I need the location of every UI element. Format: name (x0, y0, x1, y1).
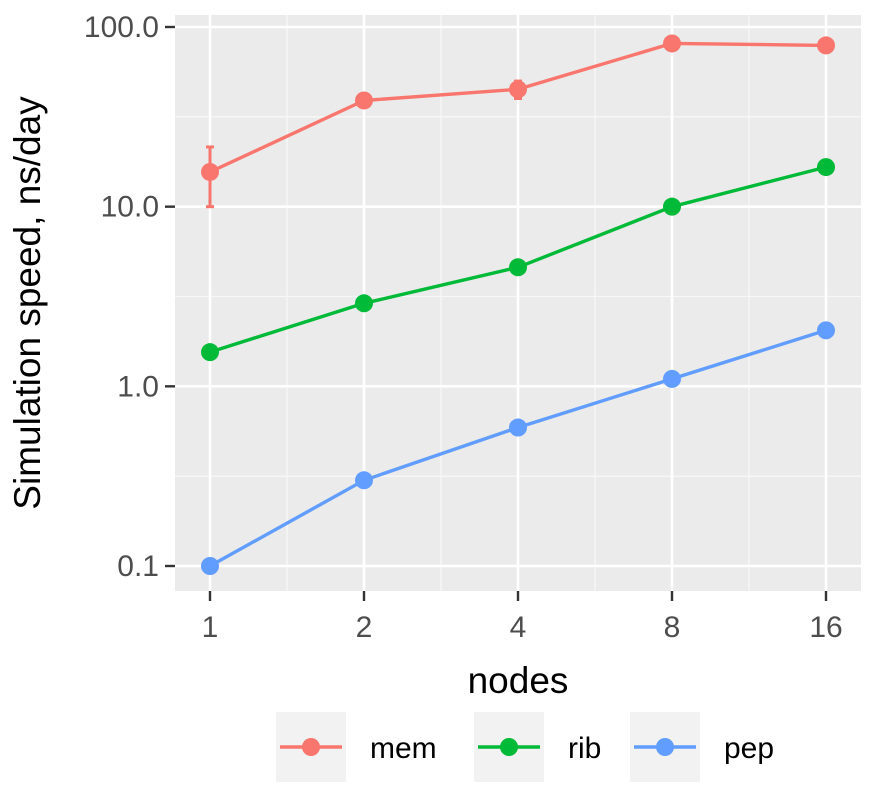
data-point-pep (817, 321, 835, 340)
data-point-rib (817, 158, 835, 177)
legend-key-point-mem (302, 738, 320, 756)
series-layer (201, 34, 835, 575)
data-point-rib (509, 258, 527, 277)
x-axis: 1 2 4 8 16 (202, 591, 843, 644)
data-point-mem (817, 36, 835, 55)
data-point-rib (201, 343, 219, 362)
legend-key-point-rib (500, 738, 518, 756)
legend-label-pep: pep (724, 732, 774, 765)
data-point-rib (663, 197, 681, 216)
data-point-rib (355, 294, 373, 313)
y-axis-title: Simulation speed, ns/day (7, 96, 48, 510)
legend-label-mem: mem (370, 732, 437, 765)
y-tick-label: 10.0 (101, 191, 159, 224)
data-point-mem (509, 80, 527, 99)
data-point-pep (201, 557, 219, 575)
x-tick-label: 16 (809, 611, 842, 644)
x-axis-title: nodes (468, 660, 569, 701)
data-point-mem (201, 162, 219, 181)
legend: mem rib pep (276, 712, 774, 782)
y-tick-label: 1.0 (117, 370, 159, 403)
y-tick-label: 100.0 (84, 11, 159, 44)
grid-major (175, 15, 861, 591)
x-tick-label: 2 (356, 611, 373, 644)
y-tick-label: 0.1 (117, 550, 159, 583)
legend-label-rib: rib (568, 732, 601, 765)
x-tick-label: 8 (664, 611, 681, 644)
x-tick-label: 1 (202, 611, 219, 644)
legend-key-point-pep (656, 738, 674, 756)
data-point-mem (663, 34, 681, 53)
data-point-pep (355, 471, 373, 490)
data-point-mem (355, 91, 373, 110)
y-axis: 0.1 1.0 10.0 100.0 (84, 11, 175, 583)
data-point-pep (663, 369, 681, 388)
x-tick-label: 4 (510, 611, 527, 644)
data-point-pep (509, 418, 527, 437)
